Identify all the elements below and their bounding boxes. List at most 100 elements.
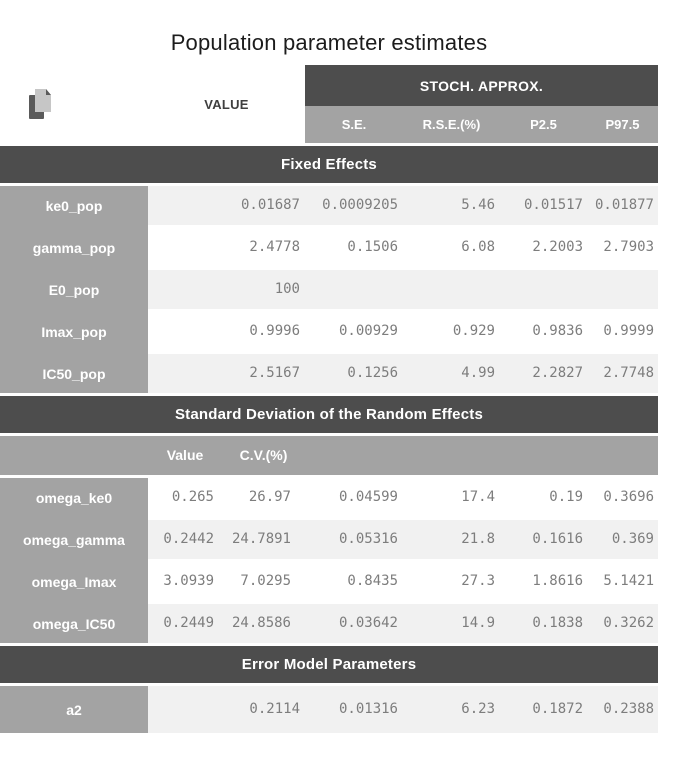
table-row: 100 xyxy=(148,270,658,309)
table-row: 3.0939 7.0295 0.8435 27.3 1.8616 5.1421 xyxy=(148,562,658,601)
copy-icon[interactable] xyxy=(27,88,53,120)
param-name-column: omega_ke0 omega_gamma omega_Imax omega_I… xyxy=(0,478,148,643)
cell-rse: 5.46 xyxy=(461,197,495,213)
cell-rse: 27.3 xyxy=(461,573,495,589)
cell-p2-5: 0.1838 xyxy=(532,615,583,631)
param-name: a2 xyxy=(66,701,82,718)
cell-value: 0.265 xyxy=(171,489,214,505)
cell-rse: 14.9 xyxy=(461,615,495,631)
page-title: Population parameter estimates xyxy=(170,30,488,55)
cell-value: 0.2449 xyxy=(163,615,214,631)
column-header-cv: C.V.(%) xyxy=(239,447,288,463)
column-header-value: VALUE xyxy=(204,96,249,112)
subcolumn-headers: S.E. R.S.E.(%) P2.5 P97.5 xyxy=(305,106,658,143)
cell-p97-5: 0.369 xyxy=(611,531,654,547)
section-error-model: a2 0.2114 0.01316 6.23 0.1872 0.2388 xyxy=(0,686,658,733)
cell-value: 0.2442 xyxy=(163,531,214,547)
cell-cv: 26.97 xyxy=(248,489,291,505)
cell-cv: 24.8586 xyxy=(231,615,291,631)
cell-p97-5 xyxy=(587,270,658,309)
cell-p2-5 xyxy=(500,270,587,309)
cell-se: 0.8435 xyxy=(347,573,398,589)
table-row: 0.265 26.97 0.04599 17.4 0.19 0.3696 xyxy=(148,478,658,517)
param-name: gamma_pop xyxy=(32,239,116,256)
param-name: IC50_pop xyxy=(42,365,106,382)
cell-p2-5: 2.2827 xyxy=(532,365,583,381)
cell-value: 3.0939 xyxy=(163,573,214,589)
cell-se: 0.00929 xyxy=(338,323,398,339)
cell-p2-5: 0.9836 xyxy=(532,323,583,339)
table-row: 0.01687 0.0009205 5.46 0.01517 0.01877 xyxy=(148,186,658,225)
cell-value: 0.01687 xyxy=(240,197,300,213)
subheader-spacer xyxy=(0,436,148,475)
cell-cv: 7.0295 xyxy=(240,573,291,589)
cell-p2-5: 0.1616 xyxy=(532,531,583,547)
cell-value: 2.5167 xyxy=(249,365,300,381)
cell-se: 0.05316 xyxy=(338,531,398,547)
cell-se xyxy=(305,270,403,309)
cell-value: 0.2114 xyxy=(249,701,300,717)
header-right: STOCH. APPROX. S.E. R.S.E.(%) P2.5 P97.5 xyxy=(305,65,658,143)
table-row: 0.9996 0.00929 0.929 0.9836 0.9999 xyxy=(148,312,658,351)
cell-rse: 6.08 xyxy=(461,239,495,255)
cell-value: 0.9996 xyxy=(249,323,300,339)
cell-p2-5: 0.19 xyxy=(549,489,583,505)
data-rows: 0.265 26.97 0.04599 17.4 0.19 0.3696 0.2… xyxy=(148,478,658,643)
parameter-estimates-table: VALUE STOCH. APPROX. S.E. R.S.E.(%) P2.5… xyxy=(0,65,658,736)
param-name: E0_pop xyxy=(48,281,100,298)
section-header-fixed-effects: Fixed Effects xyxy=(0,146,658,183)
cell-p97-5: 5.1421 xyxy=(603,573,654,589)
section-fixed-effects: ke0_pop gamma_pop E0_pop Imax_pop IC50_p… xyxy=(0,186,658,393)
table-row: 0.2449 24.8586 0.03642 14.9 0.1838 0.326… xyxy=(148,604,658,643)
table-row: 2.4778 0.1506 6.08 2.2003 2.7903 xyxy=(148,228,658,267)
param-name: ke0_pop xyxy=(45,197,103,214)
data-rows: 0.2114 0.01316 6.23 0.1872 0.2388 xyxy=(148,686,658,733)
section-header-random-effects: Standard Deviation of the Random Effects xyxy=(0,396,658,433)
cell-p97-5: 0.3696 xyxy=(603,489,654,505)
cell-p97-5: 0.01877 xyxy=(594,197,654,213)
param-name: omega_gamma xyxy=(23,531,125,548)
table-row: 0.2442 24.7891 0.05316 21.8 0.1616 0.369 xyxy=(148,520,658,559)
cell-p2-5: 0.1872 xyxy=(532,701,583,717)
cell-p2-5: 0.01517 xyxy=(523,197,583,213)
column-header-rse: R.S.E.(%) xyxy=(422,117,481,132)
cell-p2-5: 2.2003 xyxy=(532,239,583,255)
data-rows: 0.01687 0.0009205 5.46 0.01517 0.01877 2… xyxy=(148,186,658,393)
cell-se: 0.01316 xyxy=(338,701,398,717)
header-left: VALUE xyxy=(0,65,305,143)
cell-rse xyxy=(403,270,500,309)
cell-rse: 17.4 xyxy=(461,489,495,505)
cell-se: 0.04599 xyxy=(338,489,398,505)
param-name: Imax_pop xyxy=(41,323,107,340)
table-row: 0.2114 0.01316 6.23 0.1872 0.2388 xyxy=(148,686,658,733)
param-name: omega_Imax xyxy=(31,573,117,590)
param-name-column: a2 xyxy=(0,686,148,733)
cell-rse: 6.23 xyxy=(461,701,495,717)
cell-se: 0.0009205 xyxy=(322,197,398,213)
cell-cv: 24.7891 xyxy=(231,531,291,547)
column-header-p97-5: P97.5 xyxy=(605,117,640,132)
param-name: omega_IC50 xyxy=(32,615,116,632)
cell-p97-5: 0.9999 xyxy=(603,323,654,339)
cell-p97-5: 2.7748 xyxy=(603,365,654,381)
param-name-column: ke0_pop gamma_pop E0_pop Imax_pop IC50_p… xyxy=(0,186,148,393)
cell-p97-5: 0.3262 xyxy=(603,615,654,631)
cell-rse: 0.929 xyxy=(452,323,495,339)
cell-rse: 21.8 xyxy=(461,531,495,547)
param-name: omega_ke0 xyxy=(35,489,113,506)
cell-se: 0.03642 xyxy=(338,615,398,631)
table-header: VALUE STOCH. APPROX. S.E. R.S.E.(%) P2.5… xyxy=(0,65,658,143)
section-header-error-model: Error Model Parameters xyxy=(0,646,658,683)
table-row: 2.5167 0.1256 4.99 2.2827 2.7748 xyxy=(148,354,658,393)
section-random-effects: omega_ke0 omega_gamma omega_Imax omega_I… xyxy=(0,478,658,643)
cell-p2-5: 1.8616 xyxy=(532,573,583,589)
copy-pages-glyph xyxy=(29,89,51,119)
column-group-stoch-approx: STOCH. APPROX. xyxy=(305,65,658,106)
column-header-value-small: Value xyxy=(166,447,204,463)
cell-p97-5: 0.2388 xyxy=(603,701,654,717)
cell-value: 2.4778 xyxy=(249,239,300,255)
column-header-p2-5: P2.5 xyxy=(530,117,557,132)
column-header-se: S.E. xyxy=(341,117,367,132)
cell-rse: 4.99 xyxy=(461,365,495,381)
cell-se: 0.1256 xyxy=(347,365,398,381)
